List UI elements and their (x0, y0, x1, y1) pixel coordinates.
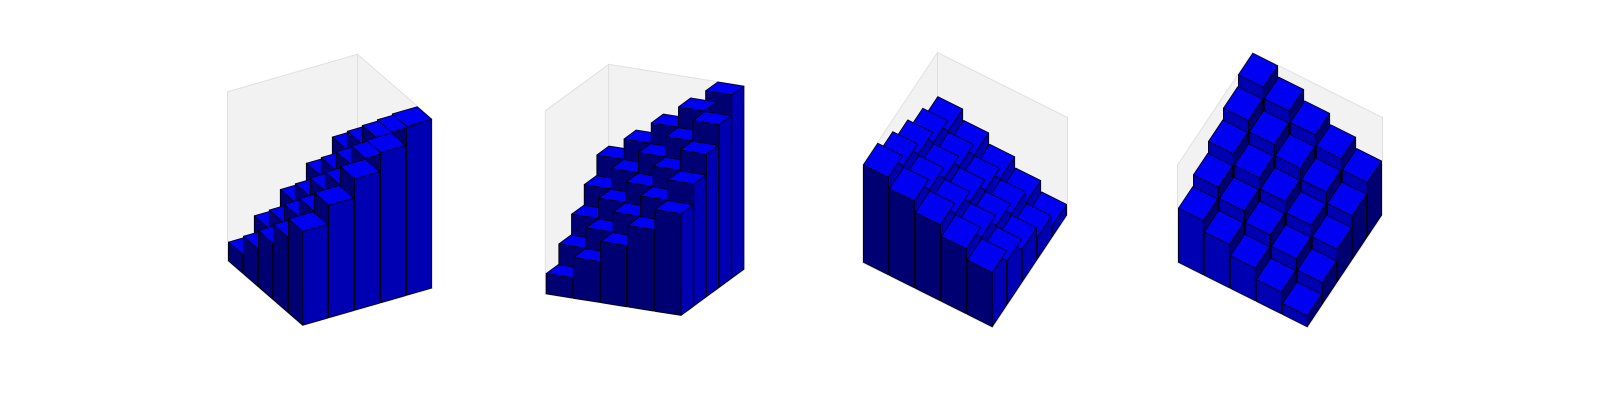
bar-face (1341, 148, 1382, 184)
bar-face (667, 170, 707, 185)
bar-face (328, 197, 355, 319)
bar-face (718, 115, 732, 288)
bar-face (1255, 257, 1297, 293)
panel (861, 50, 1069, 329)
bar-face (679, 140, 719, 155)
bar-face (1270, 224, 1312, 260)
panel (226, 53, 434, 327)
bar-face (966, 238, 1007, 274)
bar-face (654, 209, 682, 316)
bar-face (339, 158, 381, 180)
bar-face (888, 166, 930, 202)
bar-face (391, 106, 433, 127)
bar-face (572, 257, 600, 303)
bar-face (940, 235, 967, 315)
bar-face (1233, 143, 1275, 179)
bar-face (705, 144, 719, 298)
bar-face (1259, 167, 1301, 203)
bar-face (654, 200, 694, 215)
bar-face (1229, 233, 1271, 269)
bar-face (380, 144, 407, 304)
bar-face (1238, 52, 1279, 88)
bar-face (1281, 281, 1322, 317)
bar-face (863, 164, 889, 276)
bar-face (863, 142, 904, 178)
bar-face (545, 273, 573, 299)
bar-face (1178, 186, 1219, 222)
bar-face (1274, 133, 1316, 169)
bar-face (287, 218, 304, 326)
bar-face (914, 190, 956, 226)
bar-face (693, 174, 707, 307)
bar-face (1193, 152, 1234, 188)
bar-face (287, 211, 329, 232)
bar-face (1285, 190, 1327, 226)
bar-face (1208, 119, 1249, 155)
bar-face (731, 85, 745, 279)
bar-face (1263, 76, 1305, 112)
bar-face (1315, 124, 1357, 160)
bar-face (313, 185, 355, 206)
panel (1176, 50, 1384, 329)
bar-face (627, 225, 655, 312)
panel (544, 63, 746, 317)
bar-face (888, 188, 915, 289)
bar-face (1248, 110, 1290, 145)
bar-face (1223, 86, 1264, 121)
bar-face (914, 212, 941, 302)
bar-face (1203, 209, 1245, 245)
bar-face (940, 214, 982, 250)
bar-face (692, 111, 732, 126)
bar-face (1311, 214, 1352, 250)
bar-face (272, 224, 289, 313)
bar-face (600, 241, 627, 308)
bar-face (406, 118, 433, 296)
bar-face (680, 204, 694, 316)
bar-face (1289, 100, 1331, 136)
bar-face (302, 223, 329, 326)
bar-face (1218, 176, 1260, 212)
bar-face (1326, 181, 1367, 217)
bar-face (365, 132, 407, 154)
bar-face (705, 81, 745, 96)
bar-face (354, 171, 381, 311)
bar-face (678, 97, 718, 112)
bar-face (1296, 248, 1337, 284)
bar-face (1244, 200, 1286, 236)
bar-face (1300, 157, 1342, 193)
